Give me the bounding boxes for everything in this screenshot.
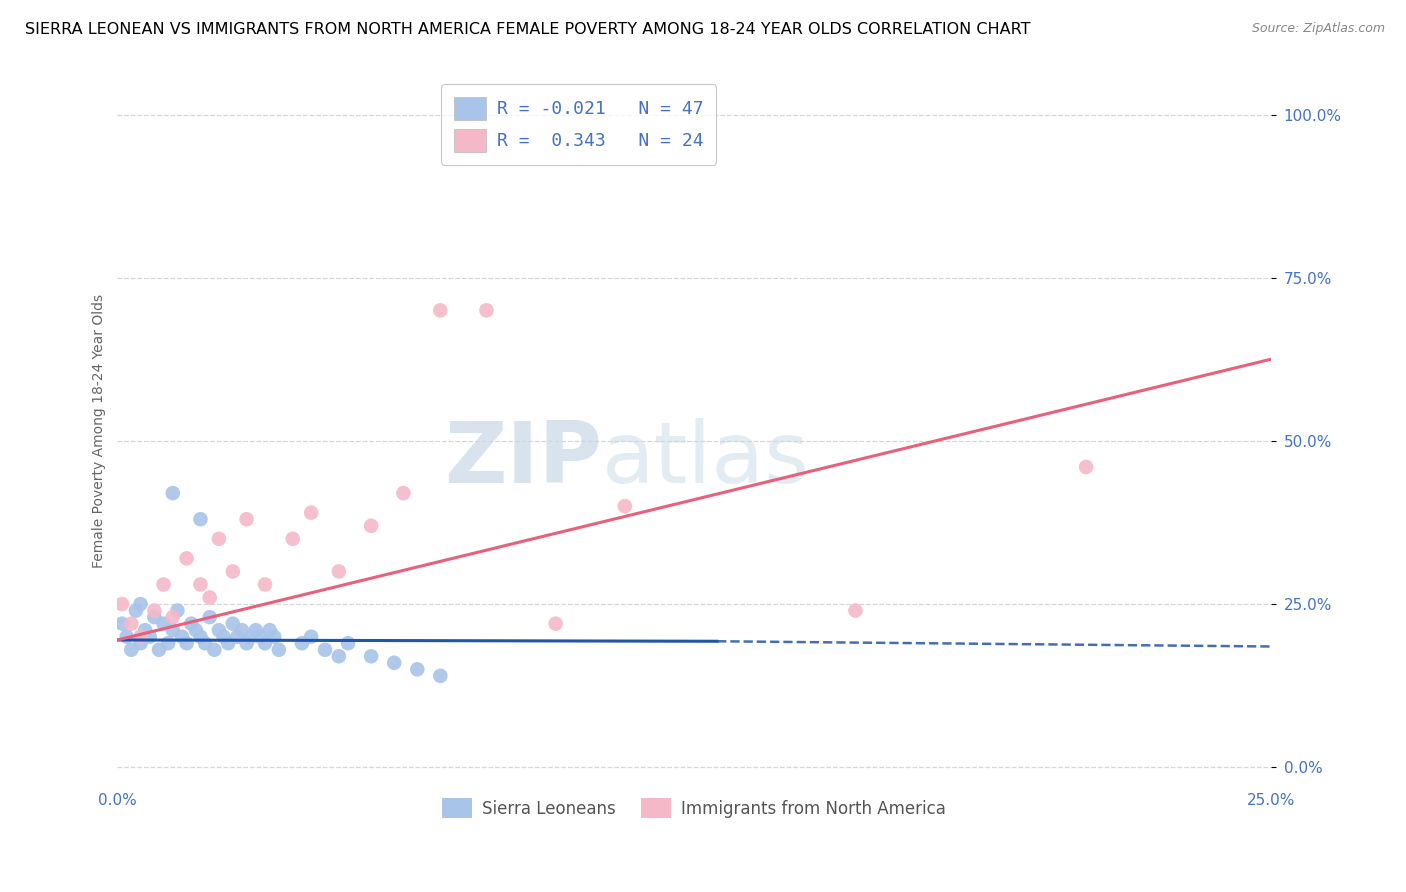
Point [249, 630, 271, 644]
Point [162, 623, 184, 637]
Point [111, 616, 134, 631]
Point [184, 623, 207, 637]
Point [166, 604, 188, 618]
Point [328, 649, 350, 664]
Point [120, 616, 142, 631]
Point [392, 486, 415, 500]
Point [475, 303, 498, 318]
Point [254, 577, 277, 591]
Point [263, 630, 285, 644]
Point [217, 636, 239, 650]
Point [129, 597, 152, 611]
Point [194, 636, 217, 650]
Point [162, 610, 184, 624]
Point [129, 636, 152, 650]
Point [152, 577, 174, 591]
Point [222, 565, 245, 579]
Point [337, 636, 360, 650]
Point [429, 303, 451, 318]
Point [148, 642, 170, 657]
Point [143, 610, 166, 624]
Point [281, 532, 304, 546]
Point [138, 630, 160, 644]
Point [180, 616, 202, 631]
Point [115, 630, 138, 644]
Point [111, 597, 134, 611]
Point [190, 577, 212, 591]
Point [360, 649, 382, 664]
Point [259, 623, 281, 637]
Point [328, 565, 350, 579]
Point [202, 642, 225, 657]
Point [613, 499, 636, 513]
Text: Source: ZipAtlas.com: Source: ZipAtlas.com [1251, 22, 1385, 36]
Y-axis label: Female Poverty Among 18-24 Year Olds: Female Poverty Among 18-24 Year Olds [93, 294, 107, 568]
Point [176, 636, 198, 650]
Text: SIERRA LEONEAN VS IMMIGRANTS FROM NORTH AMERICA FEMALE POVERTY AMONG 18-24 YEAR : SIERRA LEONEAN VS IMMIGRANTS FROM NORTH … [25, 22, 1031, 37]
Point [299, 630, 322, 644]
Point [382, 656, 405, 670]
Point [544, 616, 567, 631]
Point [190, 630, 212, 644]
Point [844, 604, 866, 618]
Text: atlas: atlas [602, 417, 810, 500]
Point [208, 623, 231, 637]
Point [235, 636, 257, 650]
Point [429, 669, 451, 683]
Point [212, 630, 235, 644]
Point [162, 486, 184, 500]
Point [406, 662, 429, 676]
Text: ZIP: ZIP [444, 417, 602, 500]
Point [1074, 460, 1097, 475]
Point [254, 636, 277, 650]
Point [125, 604, 148, 618]
Point [314, 642, 336, 657]
Point [267, 642, 290, 657]
Point [134, 623, 156, 637]
Point [222, 616, 245, 631]
Point [129, 630, 152, 644]
Point [152, 616, 174, 631]
Point [291, 636, 314, 650]
Point [157, 636, 180, 650]
Point [231, 623, 253, 637]
Point [299, 506, 322, 520]
Legend: Sierra Leoneans, Immigrants from North America: Sierra Leoneans, Immigrants from North A… [436, 792, 952, 824]
Point [360, 518, 382, 533]
Point [143, 604, 166, 618]
Point [226, 630, 249, 644]
Point [198, 591, 221, 605]
Point [245, 623, 267, 637]
Point [120, 642, 142, 657]
Point [235, 512, 257, 526]
Point [198, 610, 221, 624]
Point [208, 532, 231, 546]
Point [176, 551, 198, 566]
Point [170, 630, 193, 644]
Point [190, 512, 212, 526]
Point [240, 630, 263, 644]
